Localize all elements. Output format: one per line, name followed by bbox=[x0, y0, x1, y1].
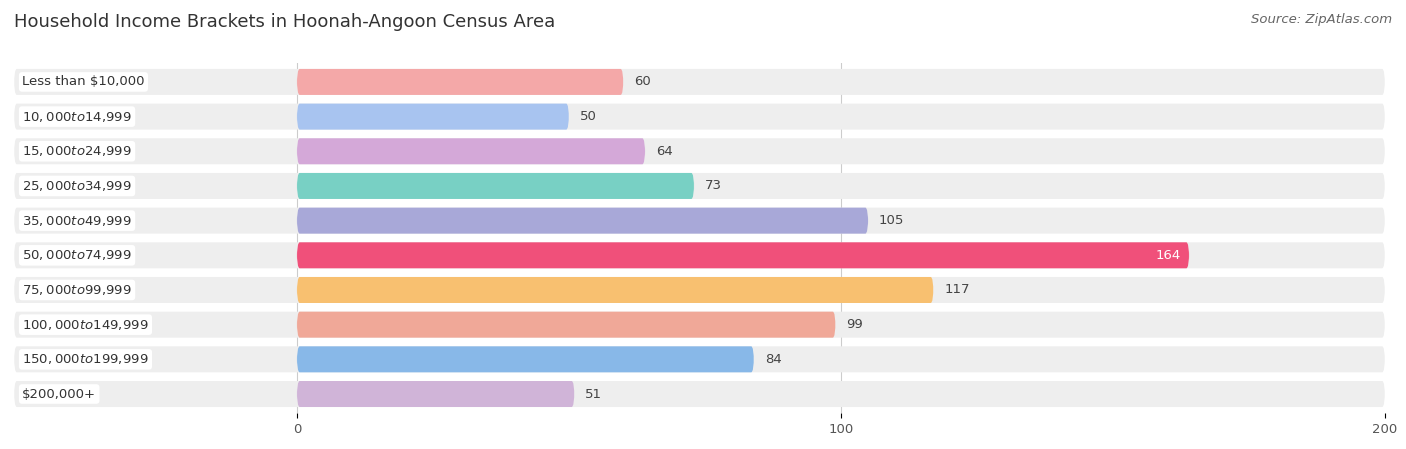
Text: Source: ZipAtlas.com: Source: ZipAtlas.com bbox=[1251, 13, 1392, 26]
FancyBboxPatch shape bbox=[297, 242, 1189, 269]
FancyBboxPatch shape bbox=[14, 242, 1385, 269]
Text: $75,000 to $99,999: $75,000 to $99,999 bbox=[22, 283, 132, 297]
FancyBboxPatch shape bbox=[297, 69, 623, 95]
Text: 64: 64 bbox=[657, 145, 672, 158]
FancyBboxPatch shape bbox=[297, 312, 835, 338]
FancyBboxPatch shape bbox=[297, 207, 868, 233]
FancyBboxPatch shape bbox=[297, 381, 575, 407]
Text: Less than $10,000: Less than $10,000 bbox=[22, 75, 145, 88]
Text: 99: 99 bbox=[846, 318, 863, 331]
Text: $10,000 to $14,999: $10,000 to $14,999 bbox=[22, 110, 132, 123]
Text: 51: 51 bbox=[585, 387, 602, 401]
Text: 73: 73 bbox=[704, 180, 721, 193]
FancyBboxPatch shape bbox=[14, 381, 1385, 407]
FancyBboxPatch shape bbox=[297, 277, 934, 303]
FancyBboxPatch shape bbox=[14, 69, 1385, 95]
Text: $200,000+: $200,000+ bbox=[22, 387, 96, 401]
Text: $25,000 to $34,999: $25,000 to $34,999 bbox=[22, 179, 132, 193]
Text: $15,000 to $24,999: $15,000 to $24,999 bbox=[22, 144, 132, 158]
FancyBboxPatch shape bbox=[14, 277, 1385, 303]
FancyBboxPatch shape bbox=[14, 138, 1385, 164]
Text: $100,000 to $149,999: $100,000 to $149,999 bbox=[22, 317, 149, 332]
FancyBboxPatch shape bbox=[297, 138, 645, 164]
Text: 84: 84 bbox=[765, 353, 782, 366]
FancyBboxPatch shape bbox=[14, 312, 1385, 338]
Text: 50: 50 bbox=[579, 110, 596, 123]
Text: 164: 164 bbox=[1156, 249, 1181, 262]
FancyBboxPatch shape bbox=[297, 346, 754, 372]
Text: 117: 117 bbox=[945, 283, 970, 296]
Text: 105: 105 bbox=[879, 214, 904, 227]
FancyBboxPatch shape bbox=[14, 346, 1385, 372]
Text: $50,000 to $74,999: $50,000 to $74,999 bbox=[22, 248, 132, 262]
FancyBboxPatch shape bbox=[297, 104, 569, 130]
FancyBboxPatch shape bbox=[14, 173, 1385, 199]
Text: $150,000 to $199,999: $150,000 to $199,999 bbox=[22, 352, 149, 366]
Text: 60: 60 bbox=[634, 75, 651, 88]
FancyBboxPatch shape bbox=[14, 207, 1385, 233]
FancyBboxPatch shape bbox=[297, 173, 695, 199]
FancyBboxPatch shape bbox=[14, 104, 1385, 130]
Text: Household Income Brackets in Hoonah-Angoon Census Area: Household Income Brackets in Hoonah-Ango… bbox=[14, 13, 555, 31]
Text: $35,000 to $49,999: $35,000 to $49,999 bbox=[22, 214, 132, 228]
